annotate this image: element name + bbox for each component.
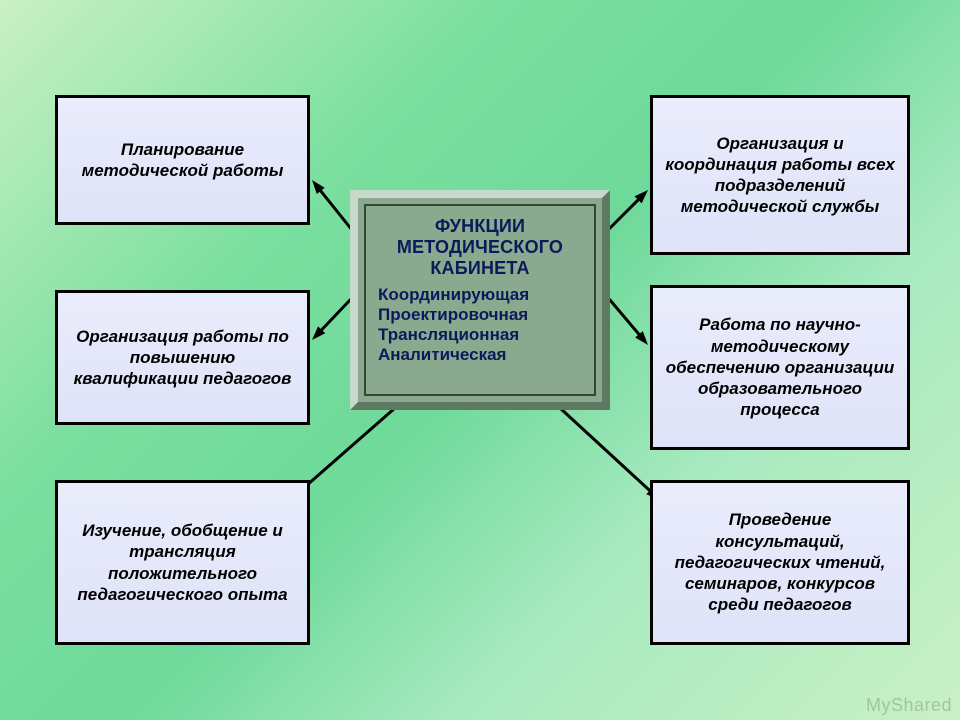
watermark: MyShared: [866, 695, 952, 716]
right-box-r2: Работа по научно-методическому обеспечен…: [650, 285, 910, 450]
right-box-r1: Организация и координация работы всех по…: [650, 95, 910, 255]
center-title: ФУНКЦИИМЕТОДИЧЕСКОГОКАБИНЕТА: [397, 216, 563, 279]
left-box-l2: Организация работы по повышению квалифик…: [55, 290, 310, 425]
center-function-list: КоординирующаяПроектировочнаяТрансляцион…: [378, 285, 529, 365]
center-panel: ФУНКЦИИМЕТОДИЧЕСКОГОКАБИНЕТА Координирую…: [350, 190, 610, 410]
left-box-l1: Планирование методической работы: [55, 95, 310, 225]
left-box-l3: Изучение, обобщение и трансляция положит…: [55, 480, 310, 645]
center-panel-inner: ФУНКЦИИМЕТОДИЧЕСКОГОКАБИНЕТА Координирую…: [364, 204, 596, 396]
diagram-stage: ФУНКЦИИМЕТОДИЧЕСКОГОКАБИНЕТА Координирую…: [0, 0, 960, 720]
right-box-r3: Проведение консультаций, педагогических …: [650, 480, 910, 645]
